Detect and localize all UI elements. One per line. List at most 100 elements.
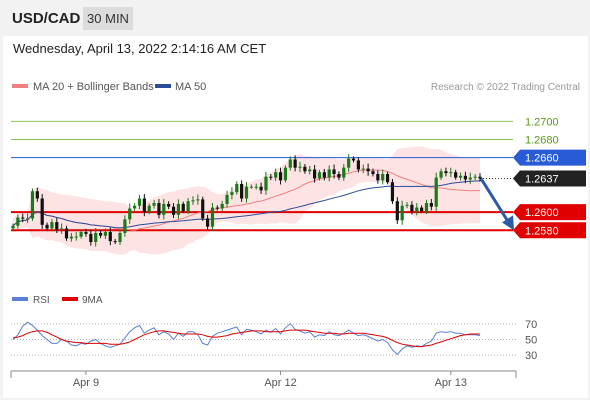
resistance-label: 1.2680	[525, 135, 559, 147]
ma20-legend-label: MA 20 + Bollinger Bands	[33, 81, 154, 93]
candle-body	[137, 198, 142, 206]
ma50-line	[12, 180, 481, 229]
candle-body	[254, 186, 258, 188]
candle-body	[429, 203, 433, 207]
candle-body	[133, 205, 137, 209]
rsi-ma-line	[12, 329, 480, 348]
candle-body	[458, 175, 463, 178]
candle-body	[79, 232, 83, 237]
candle-body	[69, 236, 73, 239]
candle-body	[405, 204, 409, 206]
price-levels	[11, 120, 513, 232]
candle-body	[463, 175, 468, 180]
candle-body	[371, 171, 375, 175]
candle-body	[84, 232, 88, 234]
candle-body	[356, 160, 360, 170]
candle-body	[240, 183, 244, 199]
candle-body	[162, 203, 166, 215]
candle-body	[322, 172, 326, 178]
candle-body	[293, 159, 297, 168]
timestamp: Wednesday, April 13, 2022 2:14:16 AM CET	[13, 41, 267, 56]
candle-body	[244, 186, 249, 199]
candle-body	[317, 172, 322, 179]
candle-body	[424, 203, 429, 212]
ma20-legend-swatch	[12, 84, 28, 88]
candle-body	[230, 192, 234, 195]
candle-body	[298, 166, 302, 168]
candle-body	[444, 171, 448, 174]
timeframe-badge[interactable]: 30 MIN	[83, 7, 133, 30]
candle-body	[400, 205, 404, 221]
candle-body	[308, 169, 312, 172]
candle-body	[25, 218, 30, 220]
watermark: Research © 2022 Trading Central	[431, 82, 580, 93]
candle-body	[313, 169, 317, 179]
candle-body	[225, 194, 229, 204]
candle-body	[50, 222, 54, 229]
candle-body	[60, 228, 64, 230]
candle-body	[449, 172, 453, 174]
forecast-arrow-shaft	[479, 177, 510, 223]
candle-body	[167, 203, 171, 207]
candle-body	[147, 205, 151, 213]
support-badge-label: 1.2580	[525, 225, 559, 237]
ma50-legend-label: MA 50	[175, 81, 206, 93]
candle-body	[381, 174, 385, 181]
x-axis-label: Apr 9	[73, 377, 99, 389]
candle-body	[303, 166, 307, 172]
candle-body	[220, 203, 224, 209]
support-badge	[513, 222, 586, 239]
rsi-level-label: 30	[525, 350, 537, 362]
candle-body	[415, 207, 419, 212]
rsi-level-label: 50	[525, 335, 537, 347]
candle-body	[11, 225, 15, 229]
candle-body	[74, 236, 78, 238]
candle-body	[434, 177, 438, 207]
candle-body	[152, 203, 156, 206]
candle-body	[454, 172, 458, 178]
current-price-badge	[513, 170, 586, 187]
resistance-label: 1.2700	[525, 116, 559, 128]
candle-body	[478, 176, 482, 179]
candle-body	[439, 171, 443, 178]
candle-body	[113, 241, 117, 243]
current-price-label: 1.2637	[525, 174, 559, 186]
candle-body	[30, 191, 35, 219]
candle-body	[196, 199, 200, 201]
level-badge-label: 1.2660	[525, 153, 559, 165]
candle-body	[264, 176, 268, 191]
candle-body	[332, 169, 336, 175]
support-badge-label: 1.2600	[525, 207, 559, 219]
candle-body	[186, 201, 190, 212]
candle-body	[361, 168, 365, 170]
candle-body	[259, 186, 263, 191]
symbol-title: USD/CAD	[12, 10, 81, 27]
candle-body	[274, 172, 278, 178]
candle-body	[157, 203, 161, 215]
candle-body	[385, 174, 390, 183]
candle-body	[473, 176, 477, 178]
x-axis-label: Apr 12	[264, 377, 296, 389]
candle-body	[128, 208, 132, 220]
candle-body	[142, 198, 146, 213]
rsi-legend-swatch	[12, 297, 28, 301]
rsi-legend-label: RSI	[33, 295, 50, 306]
candle-body	[98, 232, 103, 236]
level-badges: 1.2700 1.2680 1.2660 1.2637 1.2600 1.2580	[513, 116, 586, 239]
candle-body	[278, 172, 283, 181]
rsi-ma-legend-swatch	[62, 297, 78, 301]
candle-body	[366, 168, 370, 172]
rsi-line	[12, 321, 481, 356]
candle-body	[201, 199, 205, 219]
candle-body	[395, 201, 399, 221]
candle-body	[420, 207, 424, 212]
candle-body	[205, 218, 210, 227]
candle-body	[191, 200, 195, 202]
level-badge	[513, 149, 586, 166]
candle-body	[16, 217, 20, 226]
candle-body	[89, 233, 93, 243]
ma50-legend-swatch	[155, 84, 171, 88]
candle-body	[249, 186, 253, 188]
